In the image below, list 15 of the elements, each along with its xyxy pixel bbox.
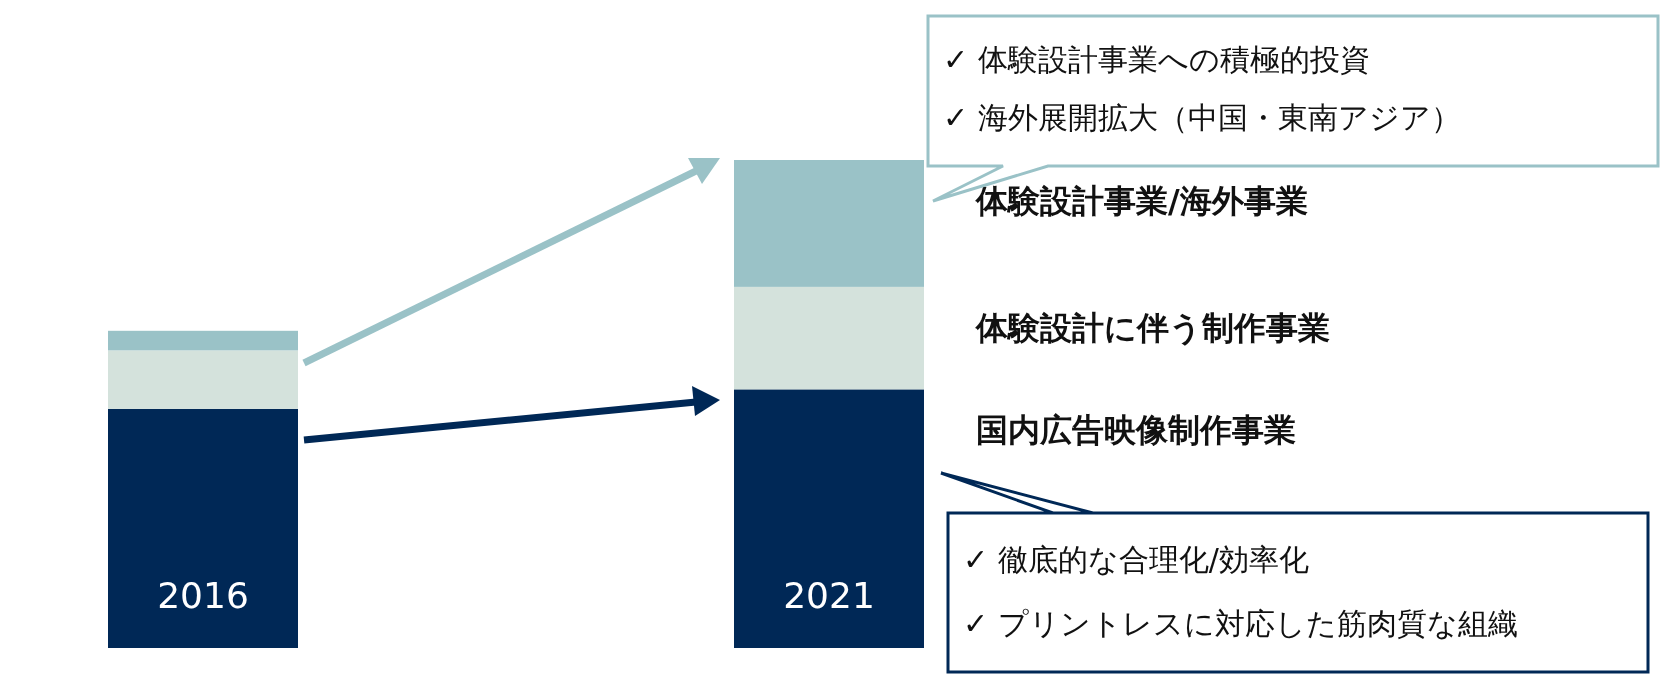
bar xyxy=(108,350,298,409)
text: ✓ 海外展開拡大（中国・東南アジア） xyxy=(943,100,1461,135)
bar xyxy=(734,389,924,648)
bar xyxy=(108,330,298,351)
bar xyxy=(108,408,298,648)
x-tick-label: 2021 xyxy=(783,575,875,616)
series-label: 体験設計に伴う制作事業 xyxy=(975,308,1330,347)
x-tick-label: 2016 xyxy=(157,575,249,616)
series-label: 国内広告映像制作事業 xyxy=(976,411,1296,450)
annotation: ✓ 徹底的な合理化/効率化 xyxy=(963,542,1309,577)
text: ✓ 体験設計事業への積極的投資 xyxy=(943,42,1370,77)
bar xyxy=(734,160,924,287)
series-label: 体験設計事業/海外事業 xyxy=(975,182,1308,220)
bar xyxy=(734,286,924,390)
annotation: ✓ プリントレスに対応した筋肉質な組織 xyxy=(963,606,1518,641)
